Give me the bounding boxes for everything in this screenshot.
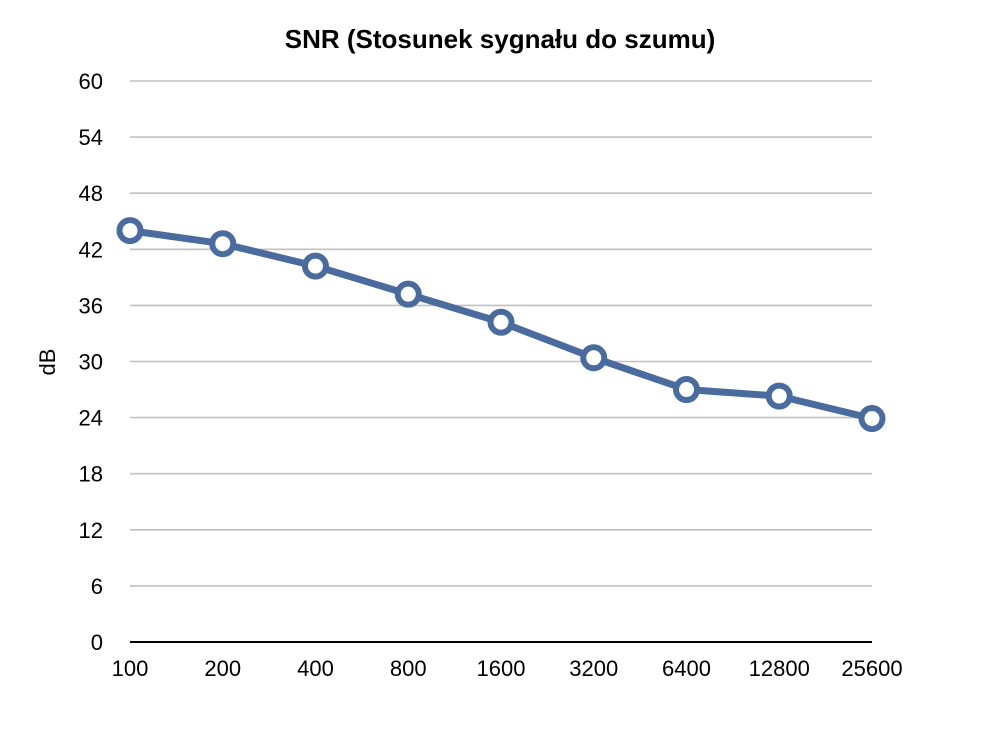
chart-title: SNR (Stosunek sygnału do szumu) [285,24,716,54]
data-point [765,382,793,410]
x-tick-label: 6400 [662,656,711,681]
x-tick-label: 400 [297,656,334,681]
x-tick-label: 25600 [841,656,902,681]
data-point [116,217,144,245]
data-point [673,376,700,404]
y-axis-label: dB [35,349,60,376]
series-snr [116,217,886,433]
data-point [858,405,886,433]
y-tick-labels: 0 6 12 18 24 30 36 42 48 54 60 [79,69,103,655]
data-point [394,280,422,308]
y-tick-label: 60 [79,69,103,94]
y-tick-label: 18 [79,462,103,487]
y-tick-label: 6 [91,574,103,599]
data-point [302,252,329,280]
x-tick-label: 1600 [477,656,526,681]
x-tick-label: 12800 [749,656,810,681]
y-tick-label: 36 [79,293,103,318]
y-tick-label: 0 [91,630,103,655]
data-point [209,230,237,258]
x-tick-label: 3200 [569,656,618,681]
y-tick-label: 42 [79,237,103,262]
y-tick-label: 48 [79,181,103,206]
data-point [487,308,515,336]
y-tick-label: 24 [79,406,103,431]
x-tick-label: 800 [390,656,427,681]
y-tick-label: 30 [79,350,103,375]
y-tick-label: 12 [79,518,103,543]
x-tick-label: 200 [204,656,241,681]
data-point [580,344,608,372]
x-tick-label: 100 [112,656,149,681]
x-tick-labels: 100 200 400 800 1600 3200 6400 12800 25600 [112,656,903,681]
y-tick-label: 54 [79,125,103,150]
